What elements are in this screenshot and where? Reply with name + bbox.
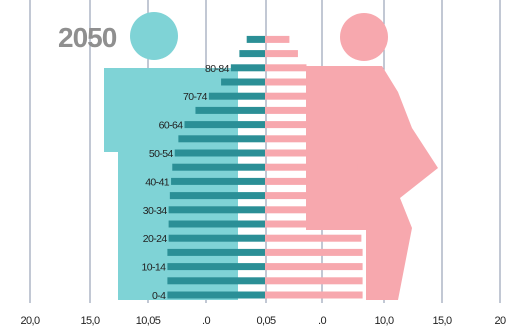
bar-female-55-59 — [265, 135, 348, 143]
category-label-50-54: 50-54 — [149, 148, 174, 160]
bar-female-40-44 — [265, 177, 359, 185]
bar-male-15-19 — [167, 248, 265, 256]
x-tick-label-8: 20 — [494, 315, 506, 327]
x-tick-label-7: 15,0 — [432, 315, 451, 327]
bar-male-55-59 — [178, 135, 265, 143]
bar-female-60-64 — [265, 121, 342, 129]
category-label-60-64: 60-64 — [159, 120, 184, 132]
bar-female-25-29 — [265, 220, 362, 228]
bar-male-30-34 — [168, 206, 265, 214]
x-tick-label-5: .0 — [318, 315, 326, 327]
bar-female-85-89 — [265, 50, 298, 58]
year-label: 2050 — [58, 22, 117, 53]
category-label-0-4: 0-4 — [152, 290, 166, 302]
x-tick-label-4: 0,05 — [256, 315, 275, 327]
bars-group — [167, 35, 363, 299]
x-tick-label-2: 10,05 — [136, 315, 161, 327]
bar-female-45-49 — [265, 163, 358, 171]
x-axis-tick-labels: 20,0 15,0 10,05 .0 0,05 .0 10,0 15,0 20 — [20, 315, 506, 327]
bar-male-65-69 — [195, 106, 265, 114]
bar-male-60-64 — [184, 121, 265, 129]
x-tick-label-6: 10,0 — [374, 315, 393, 327]
category-label-20-24: 20-24 — [143, 233, 168, 245]
bar-female-35-39 — [265, 192, 361, 200]
bar-female-70-74 — [265, 92, 324, 100]
bar-male-45-49 — [172, 163, 265, 171]
category-label-40-44: 40-41 — [145, 176, 170, 188]
bar-male-70-74 — [208, 92, 265, 100]
bar-female-30-34 — [265, 206, 362, 214]
bar-female-15-19 — [265, 248, 363, 256]
bar-male-0-4 — [167, 291, 265, 299]
category-label-70-74: 70-74 — [183, 91, 208, 103]
bar-female-20-24 — [265, 234, 362, 242]
bar-female-75-79 — [265, 78, 316, 86]
bar-female-50-54 — [265, 149, 355, 157]
bar-female-80-84 — [265, 64, 307, 72]
x-tick-label-1: 15,0 — [80, 315, 99, 327]
bar-female-5-9 — [265, 277, 363, 285]
category-label-30-34: 30-34 — [143, 205, 168, 217]
bar-male-85-89 — [239, 50, 265, 58]
category-label-80-84: 80-84 — [205, 63, 230, 75]
bar-male-10-14 — [167, 263, 265, 271]
bar-male-75-79 — [221, 78, 265, 86]
category-label-10-14: 10-14 — [142, 262, 167, 274]
bar-male-90+ — [246, 35, 265, 43]
x-tick-label-0: 20,0 — [20, 315, 39, 327]
bar-female-10-14 — [265, 263, 363, 271]
bar-male-40-44 — [171, 177, 265, 185]
bar-male-35-39 — [169, 192, 265, 200]
bar-male-50-54 — [174, 149, 265, 157]
bar-male-20-24 — [168, 234, 265, 242]
x-tick-label-3: .0 — [202, 315, 210, 327]
bar-male-5-9 — [167, 277, 265, 285]
bar-female-0-4 — [265, 291, 363, 299]
category-labels: 0-4 10-14 20-24 30-34 40-41 50-54 60-64 70-74 80… — [142, 63, 231, 302]
bar-male-25-29 — [168, 220, 265, 228]
bar-male-80-84 — [230, 64, 265, 72]
bar-female-65-69 — [265, 106, 334, 114]
bar-female-90+ — [265, 35, 290, 43]
